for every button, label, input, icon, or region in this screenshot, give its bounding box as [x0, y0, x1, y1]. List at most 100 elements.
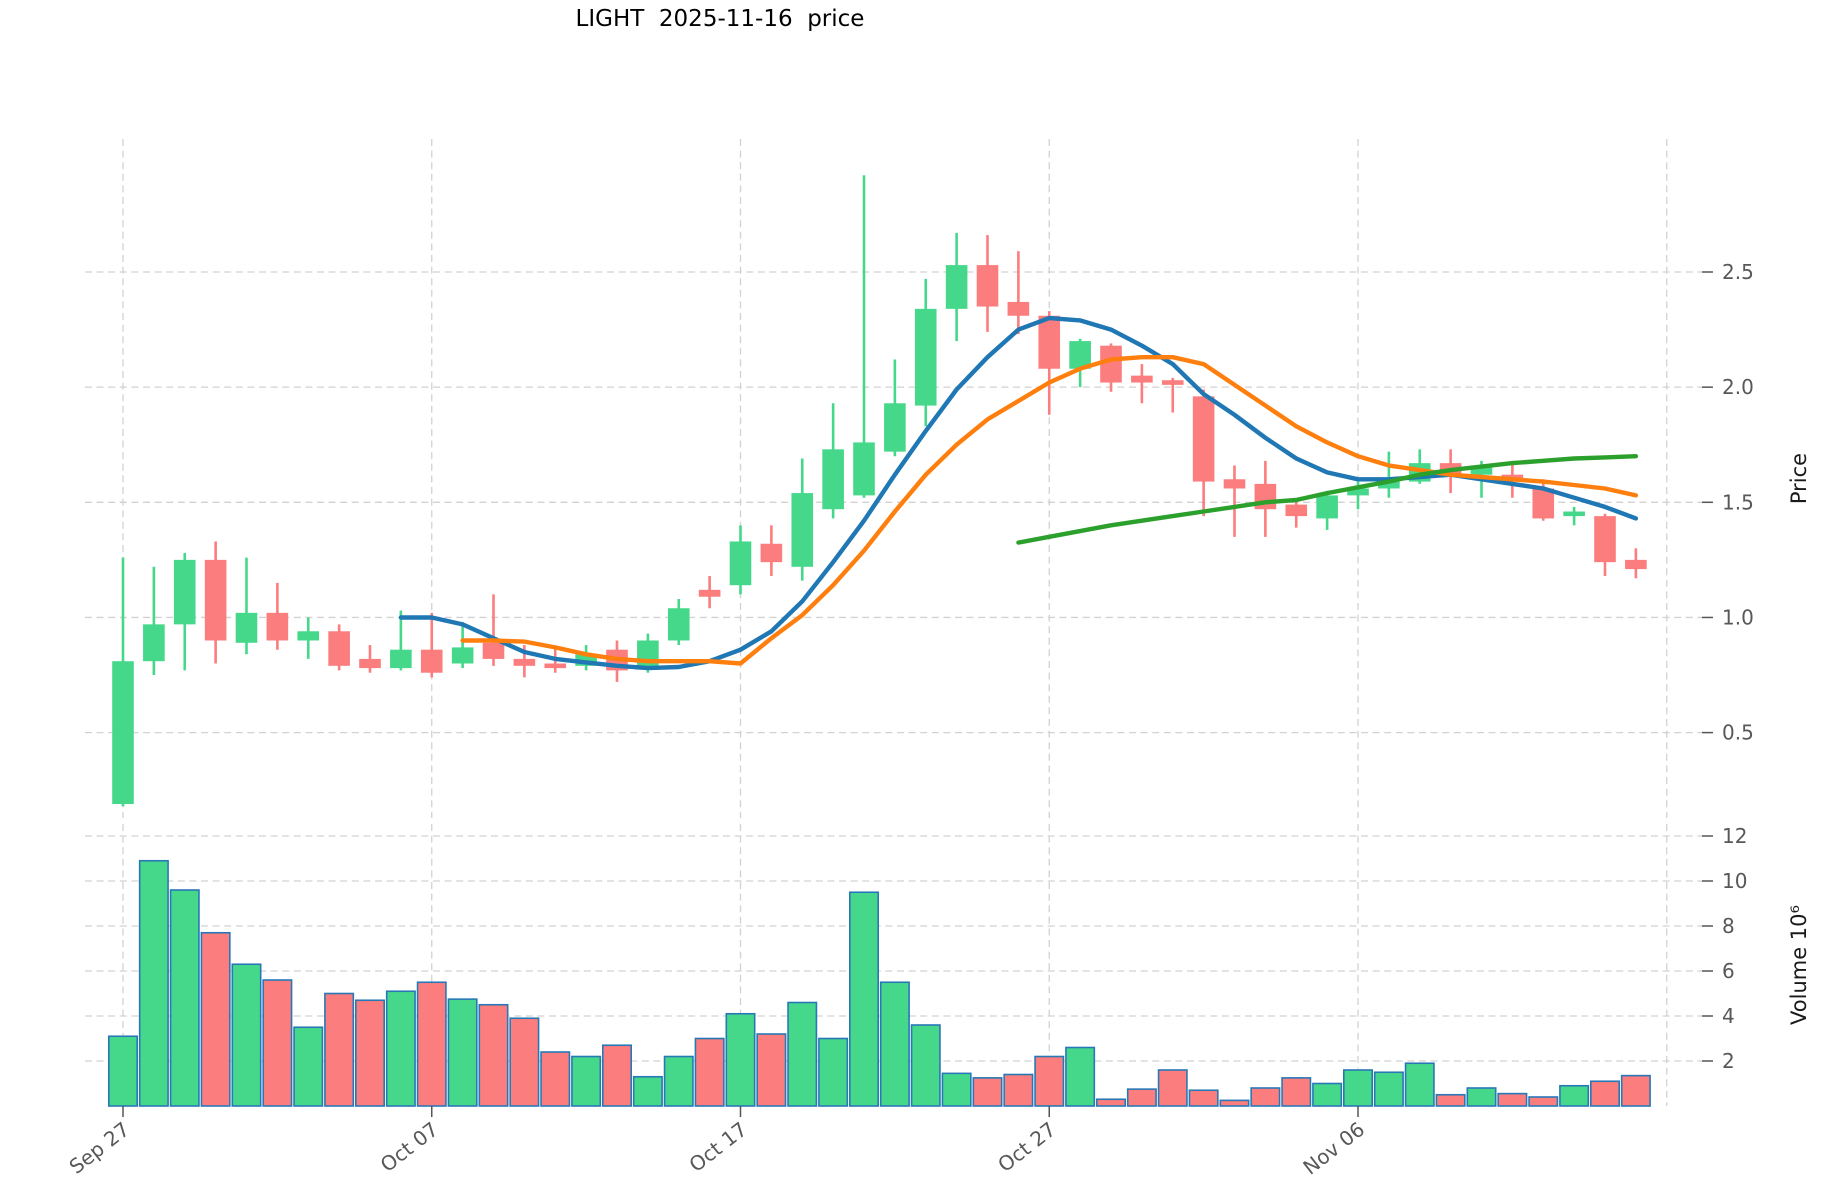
- price-tick-label: 1.5: [1722, 490, 1754, 514]
- candle-body: [729, 541, 752, 586]
- volume-bar: [262, 979, 293, 1107]
- date-tick-label: Nov 06: [1298, 1117, 1369, 1180]
- ma-short-line: [398, 315, 1639, 671]
- candle-body: [1378, 481, 1400, 489]
- price-tick-label: 2.5: [1722, 260, 1754, 284]
- candle-body: [1038, 315, 1061, 369]
- candle-body: [1563, 511, 1585, 517]
- volume-bar: [1404, 1062, 1435, 1107]
- volume-bar: [1157, 1069, 1188, 1107]
- volume-bar: [1065, 1046, 1096, 1107]
- candle-body: [1192, 396, 1215, 482]
- volume-bar: [632, 1075, 663, 1107]
- candle-body: [1594, 516, 1616, 563]
- volume-bar: [1343, 1069, 1374, 1107]
- volume-bar: [231, 963, 262, 1107]
- candle-body: [143, 624, 165, 662]
- candle-body: [390, 649, 412, 669]
- price-tick-label: 2.0: [1722, 375, 1754, 399]
- price-tick-label: 1.0: [1722, 605, 1754, 629]
- price-tick-label: 0.5: [1722, 721, 1754, 745]
- date-tick-label: Oct 17: [684, 1117, 751, 1177]
- volume-tick-label: 8: [1722, 914, 1735, 938]
- candle-body: [822, 449, 844, 510]
- candle-body: [945, 265, 968, 309]
- candle-body: [266, 612, 289, 641]
- candle-body: [791, 493, 814, 567]
- candle-body: [513, 658, 536, 666]
- candle-body: [1316, 495, 1338, 519]
- date-tick-label: Sep 27: [65, 1117, 135, 1179]
- candle-body: [1007, 301, 1030, 316]
- candle-body: [359, 658, 381, 669]
- volume-bar: [1188, 1089, 1219, 1107]
- ma-long-line: [1016, 454, 1639, 545]
- gridlines: [85, 139, 1702, 1106]
- volume-bar: [509, 1017, 540, 1107]
- volume-bar: [1096, 1098, 1127, 1107]
- candle-body: [328, 631, 350, 666]
- volume-bar: [694, 1037, 725, 1107]
- volume-bar: [1281, 1077, 1312, 1107]
- candle-body: [112, 661, 134, 804]
- volume-bar: [385, 990, 416, 1107]
- candle-body: [451, 647, 474, 664]
- volume-tick-label: 12: [1722, 824, 1747, 848]
- volume-axis-title: Volume 10⁶: [1787, 905, 1811, 1025]
- volume-bars: [108, 859, 1651, 1107]
- candle-body: [884, 403, 906, 452]
- volume-bar: [941, 1072, 972, 1107]
- volume-bar: [972, 1077, 1003, 1107]
- volume-tick-label: 10: [1722, 869, 1747, 893]
- volume-bar: [1528, 1096, 1559, 1107]
- chart-title: LIGHT 2025-11-16 price: [575, 6, 865, 32]
- volume-bar: [1250, 1087, 1281, 1107]
- volume-bar: [1620, 1074, 1651, 1107]
- tick-marks: [122, 271, 1713, 1117]
- candle-body: [637, 640, 659, 669]
- volume-bar: [1497, 1092, 1528, 1107]
- volume-bar: [1435, 1093, 1466, 1107]
- volume-bar: [663, 1055, 694, 1107]
- volume-bar: [1003, 1073, 1034, 1107]
- candle-body: [976, 265, 999, 307]
- volume-bar: [1312, 1082, 1343, 1107]
- volume-bar: [447, 998, 478, 1107]
- volume-bar: [138, 859, 169, 1107]
- candle-body: [1069, 341, 1091, 369]
- volume-tick-label: 6: [1722, 959, 1735, 983]
- volume-bar: [324, 992, 355, 1107]
- volume-bar: [416, 981, 447, 1107]
- volume-bar: [293, 1026, 324, 1107]
- volume-bar: [1126, 1088, 1157, 1107]
- candle-body: [204, 559, 227, 641]
- volume-bar: [756, 1033, 787, 1107]
- candle-body: [1131, 375, 1153, 383]
- candle-body: [173, 559, 196, 625]
- price-axis-title: Price: [1787, 453, 1811, 504]
- candle-body: [420, 649, 443, 673]
- volume-bar: [601, 1044, 632, 1107]
- volume-bar: [1559, 1084, 1590, 1107]
- candle-body: [1347, 488, 1369, 496]
- candles: [112, 175, 1647, 807]
- volume-bar: [1466, 1087, 1497, 1107]
- volume-bar: [1373, 1071, 1404, 1107]
- candle-body: [297, 631, 320, 641]
- volume-bar: [1590, 1080, 1621, 1107]
- volume-bar: [169, 889, 200, 1107]
- volume-bar: [354, 999, 385, 1107]
- candle-body: [1100, 345, 1122, 383]
- candle-body: [853, 442, 875, 496]
- volume-bar: [540, 1051, 571, 1107]
- volume-bar: [848, 891, 879, 1107]
- candle-body: [1161, 380, 1184, 385]
- candle-body: [1285, 504, 1308, 517]
- candle-body: [235, 612, 258, 643]
- volume-bar: [787, 1001, 818, 1107]
- volume-tick-label: 4: [1722, 1004, 1735, 1028]
- candle-body: [544, 663, 567, 669]
- volume-tick-label: 2: [1722, 1049, 1735, 1073]
